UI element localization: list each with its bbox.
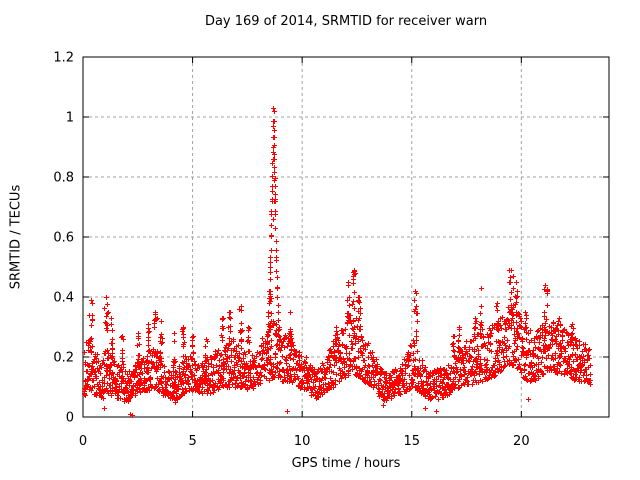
x-tick-label: 5 — [188, 434, 196, 449]
x-axis-label: GPS time / hours — [291, 456, 401, 471]
x-tick-label: 15 — [403, 434, 420, 449]
y-tick-label: 1 — [66, 111, 74, 126]
x-tick-label: 0 — [79, 434, 87, 449]
y-tick-label: 0.6 — [53, 231, 74, 246]
y-tick-label: 0.4 — [53, 291, 74, 306]
y-tick-label: 1.2 — [53, 51, 74, 66]
x-tick-label: 20 — [513, 434, 530, 449]
chart-title: Day 169 of 2014, SRMTID for receiver war… — [204, 14, 488, 29]
y-tick-label: 0 — [66, 411, 74, 426]
y-tick-label: 0.2 — [53, 351, 74, 366]
scatter-points — [82, 106, 593, 418]
y-tick-label: 0.8 — [53, 171, 74, 186]
x-tick-label: 10 — [294, 434, 311, 449]
